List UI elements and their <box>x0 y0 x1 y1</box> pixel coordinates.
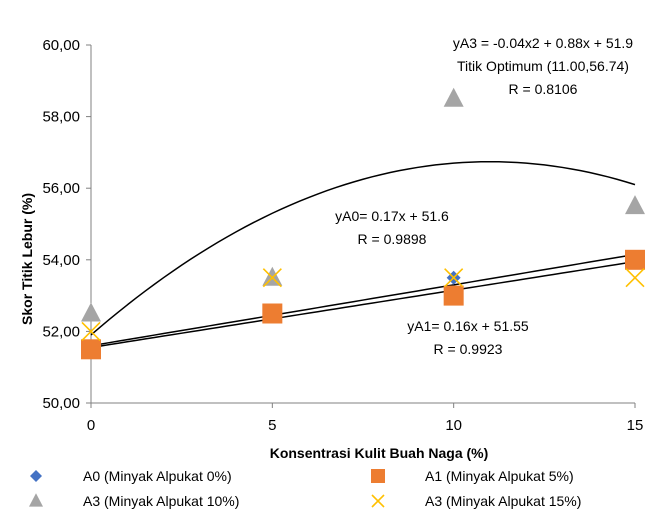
y-tick-label: 56,00 <box>42 180 80 197</box>
data-point-series-2 <box>81 302 101 322</box>
legend-label: A0 (Minyak Alpukat 0%) <box>83 468 232 484</box>
data-point-series-3 <box>444 268 464 288</box>
a3-equation-label: yA3 = -0.04x2 + 0.88x + 51.9 <box>453 35 633 51</box>
x-axis-title: Konsentrasi Kulit Buah Naga (%) <box>270 445 489 461</box>
data-point-series-3 <box>625 268 645 288</box>
a1-r-label: R = 0.9923 <box>434 341 503 357</box>
data-point-series-3 <box>262 268 282 288</box>
a0-r-label: R = 0.9898 <box>358 231 427 247</box>
data-point-series-2 <box>262 266 283 286</box>
data-points <box>81 87 645 360</box>
x-tick-label: 5 <box>268 417 276 434</box>
trendline-linear-1 <box>90 260 636 349</box>
data-point-series-1 <box>625 249 645 270</box>
a0-equation-label: yA0= 0.17x + 51.6 <box>335 208 449 224</box>
trendlines <box>90 160 636 349</box>
data-point-series-3-stroke-b <box>444 268 464 288</box>
axes: 50,00 52,00 54,00 56,00 58,00 60,00 0 5 10 15 <box>42 37 643 434</box>
legend-label: A1 (Minyak Alpukat 5%) <box>425 468 574 484</box>
data-point-series-3 <box>81 321 101 341</box>
data-point-series-1 <box>443 285 464 306</box>
data-point-series-1 <box>262 303 283 324</box>
data-point-series-1 <box>81 339 101 360</box>
x-tick-label: 10 <box>445 417 462 434</box>
data-point-series-2 <box>443 87 464 107</box>
legend-marker <box>29 493 43 507</box>
legend-label: A3 (Minyak Alpukat 15%) <box>425 493 581 509</box>
trendline-quadratic-2 <box>90 160 636 336</box>
legend-label: A3 (Minyak Alpukat 10%) <box>83 493 239 509</box>
x-tick-label: 15 <box>627 417 644 434</box>
trendline-linear-0 <box>90 253 636 347</box>
y-tick-label: 50,00 <box>42 395 80 412</box>
y-tick-label: 60,00 <box>42 37 80 54</box>
legend-marker <box>371 469 385 483</box>
data-point-series-3-stroke-b <box>262 268 282 288</box>
legend-marker <box>371 494 385 508</box>
y-tick-label: 58,00 <box>42 109 80 126</box>
data-point-series-3-stroke-b <box>81 321 101 341</box>
y-tick-label: 54,00 <box>42 252 80 269</box>
x-tick-label: 0 <box>87 417 95 434</box>
y-axis-title: Skor Titik Lebur (%) <box>19 193 35 325</box>
a3-r-label: R = 0.8106 <box>509 81 578 97</box>
data-point-series-2 <box>625 195 645 215</box>
legend-marker-stroke-b <box>371 494 385 508</box>
legend-marker <box>30 470 42 482</box>
data-point-series-3-stroke-b <box>625 268 645 288</box>
legend: A0 (Minyak Alpukat 0%) A1 (Minyak Alpukat… <box>29 468 581 509</box>
a1-equation-label: yA1= 0.16x + 51.55 <box>407 318 529 334</box>
y-tick-label: 52,00 <box>42 323 80 340</box>
a3-optimum-label: Titik Optimum (11.00,56.74) <box>457 58 629 74</box>
